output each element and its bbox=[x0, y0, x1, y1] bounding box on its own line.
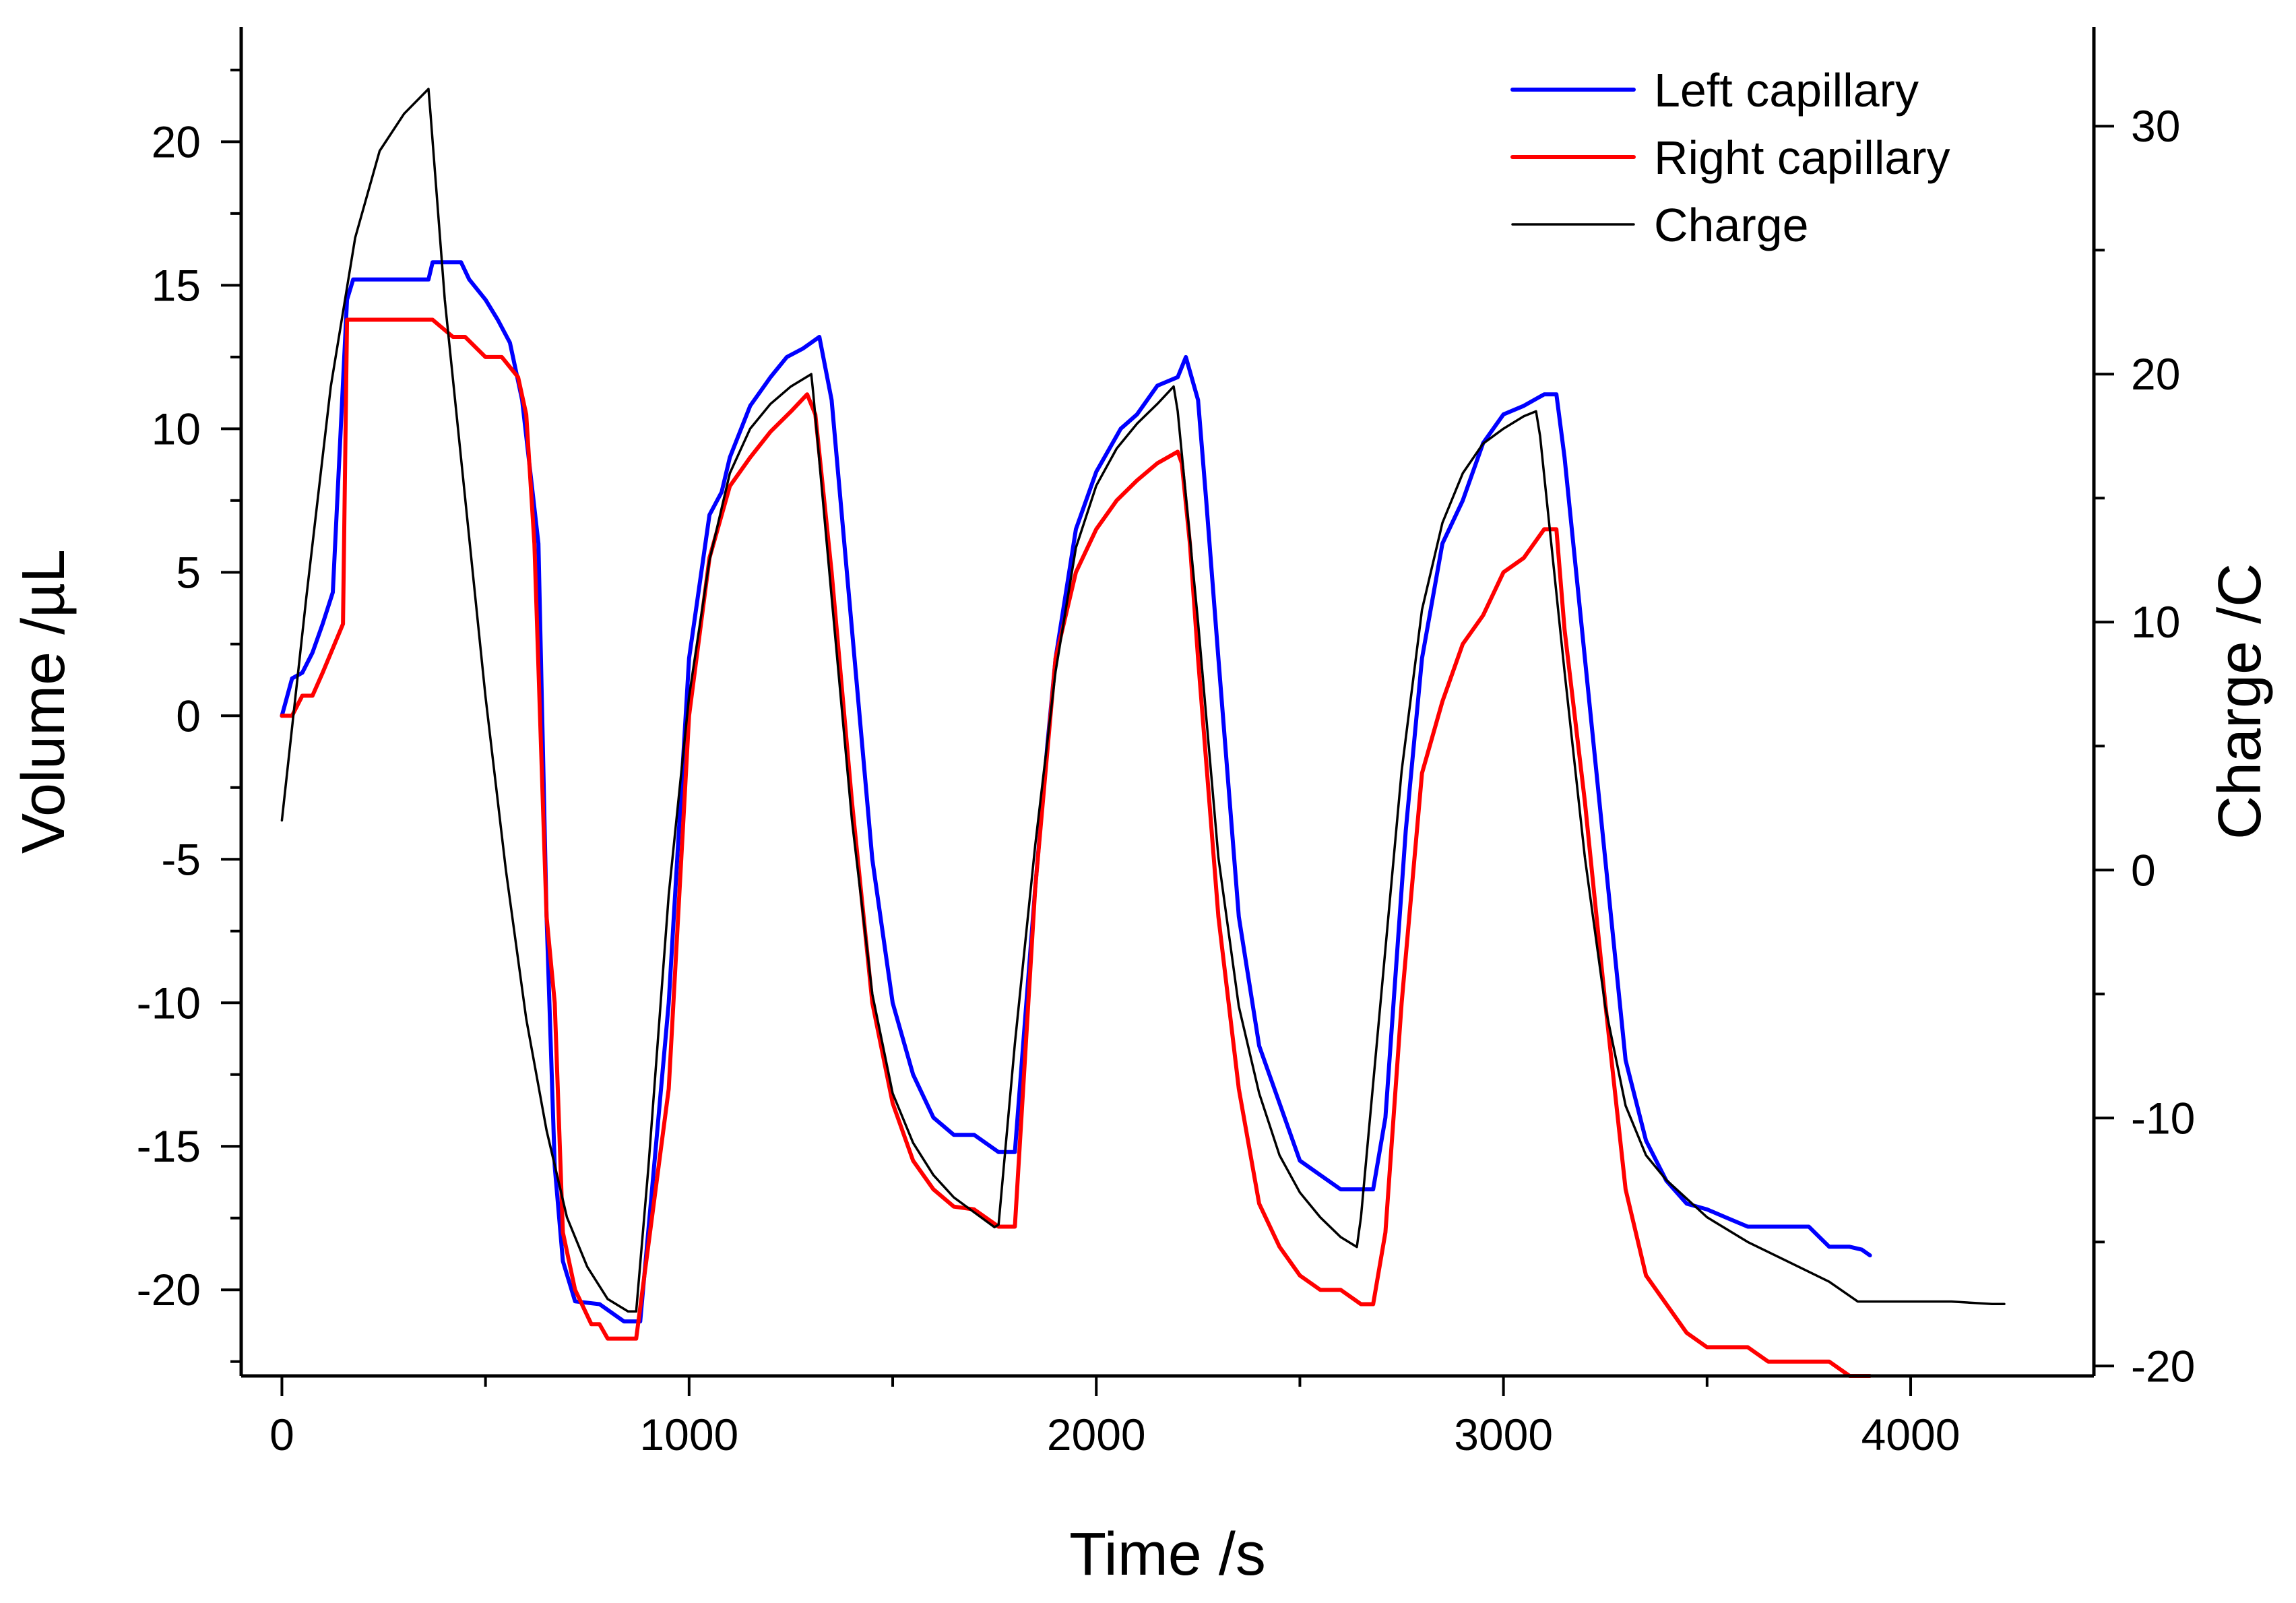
tick-labels: 0 1000 2000 3000 4000 -20 -15 -10 -5 0 5 10 15 20 -20 -… bbox=[137, 101, 2196, 1459]
series-charge bbox=[280, 88, 2006, 1313]
y-tick-label: -20 bbox=[137, 1265, 201, 1315]
y-tick-label: 15 bbox=[152, 260, 201, 310]
axes bbox=[239, 27, 2096, 1378]
legend-label-right-capillary: Right capillary bbox=[1654, 131, 1950, 184]
y-tick-label: -10 bbox=[137, 978, 201, 1028]
y2-tick-label: 0 bbox=[2131, 845, 2156, 895]
y-tick-label: 10 bbox=[152, 404, 201, 453]
x-tick-label: 3000 bbox=[1454, 1410, 1553, 1459]
y2-tick-label: -10 bbox=[2131, 1093, 2195, 1143]
ticks bbox=[221, 68, 2114, 1396]
series-right-capillary bbox=[280, 317, 1872, 1378]
y2-tick-label: 20 bbox=[2131, 349, 2180, 399]
legend: Left capillary Right capillary Charge bbox=[1510, 64, 1950, 251]
y-tick-label: 0 bbox=[176, 691, 201, 741]
y2-axis-title: Charge /C bbox=[2206, 563, 2274, 840]
y-tick-label: -15 bbox=[137, 1121, 201, 1171]
series-left-capillary bbox=[280, 260, 1872, 1324]
legend-label-charge: Charge bbox=[1654, 199, 1809, 251]
y2-tick-label: 10 bbox=[2131, 597, 2180, 647]
y-tick-label: -5 bbox=[161, 834, 201, 884]
x-tick-label: 2000 bbox=[1047, 1410, 1146, 1459]
y-tick-label: 20 bbox=[152, 117, 201, 166]
y2-tick-label: 30 bbox=[2131, 101, 2180, 151]
y2-tick-label: -20 bbox=[2131, 1341, 2195, 1391]
legend-label-left-capillary: Left capillary bbox=[1654, 64, 1919, 117]
x-tick-label: 4000 bbox=[1861, 1410, 1960, 1459]
y-tick-label: 5 bbox=[176, 547, 201, 597]
x-axis-title: Time /s bbox=[1069, 1521, 1266, 1588]
plot-series bbox=[280, 88, 2006, 1378]
y-axis-title: Volume /µL bbox=[10, 549, 77, 854]
x-tick-label: 1000 bbox=[639, 1410, 738, 1459]
x-tick-label: 0 bbox=[269, 1410, 294, 1459]
